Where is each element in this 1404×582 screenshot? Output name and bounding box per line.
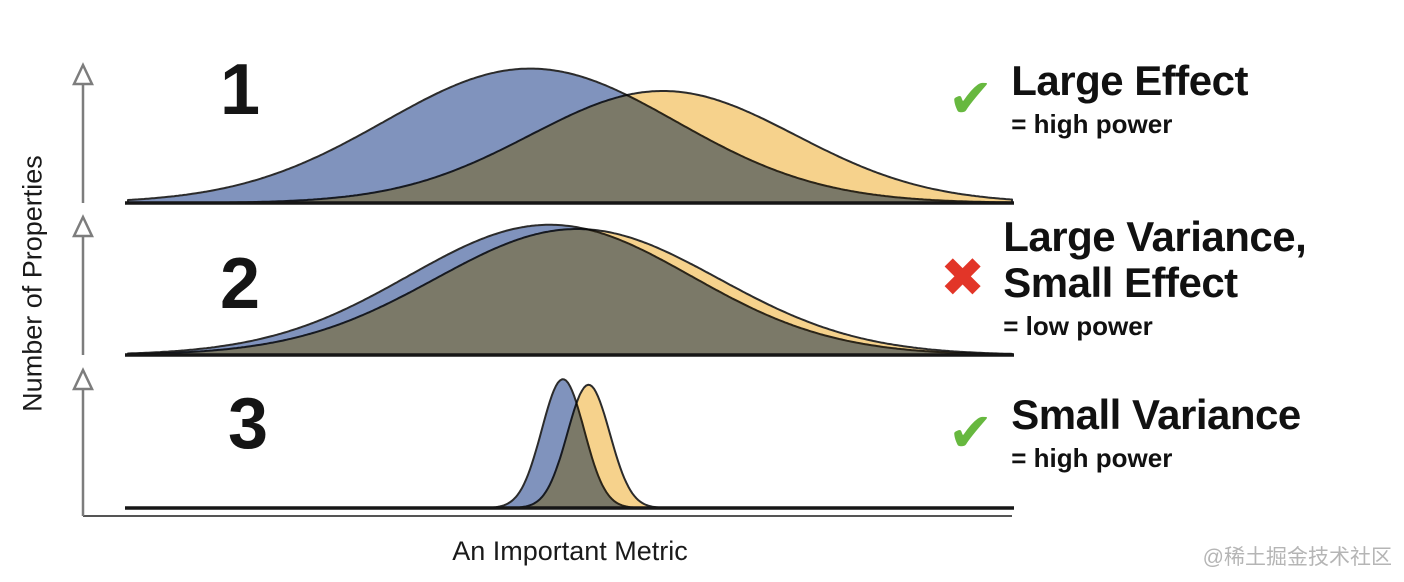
annotation-title: Small Variance bbox=[1011, 391, 1301, 438]
annotation-subtitle: = low power bbox=[1003, 311, 1153, 342]
y-axis-arrow-head bbox=[72, 62, 94, 86]
annotation-text: Small Variance = high power bbox=[1011, 391, 1301, 474]
panel-1-number: 1 bbox=[219, 50, 261, 130]
annotation-title-line: Large Variance, bbox=[1003, 213, 1307, 260]
check-icon: ✔ bbox=[948, 401, 994, 465]
annotation-title: Large Effect bbox=[1011, 57, 1248, 104]
watermark: @稀土掘金技术社区 bbox=[1202, 546, 1392, 569]
annotation-title-line: Large Effect bbox=[1011, 57, 1248, 104]
annotation-small-variance: ✔ Small Variance = high power bbox=[948, 391, 1301, 474]
y-axis-arrow-head bbox=[72, 367, 94, 391]
annotation-subtitle: = high power bbox=[1011, 109, 1173, 140]
cross-icon: ✖ bbox=[940, 246, 986, 310]
annotation-text: Large Effect = high power bbox=[1011, 57, 1248, 140]
annotation-large-effect: ✔ Large Effect = high power bbox=[948, 57, 1248, 140]
panel-2-number: 2 bbox=[219, 244, 261, 324]
annotation-subtitle: = high power bbox=[1011, 443, 1173, 474]
annotation-title: Large Variance, Small Effect bbox=[1003, 213, 1307, 307]
panel-3-number: 3 bbox=[227, 384, 269, 464]
annotation-large-variance-small-effect: ✖ Large Variance, Small Effect = low pow… bbox=[940, 213, 1307, 342]
check-icon: ✔ bbox=[948, 67, 994, 131]
x-axis-label: An Important Metric bbox=[452, 536, 688, 566]
y-axis-arrow-head bbox=[72, 214, 94, 238]
annotation-title-line: Small Variance bbox=[1011, 391, 1301, 438]
annotation-title-line: Small Effect bbox=[1003, 259, 1238, 307]
panel-2-group-b-density bbox=[127, 228, 1013, 356]
annotation-text: Large Variance, Small Effect = low power bbox=[1003, 213, 1307, 342]
y-axis-label: Number of Properties bbox=[17, 155, 48, 412]
